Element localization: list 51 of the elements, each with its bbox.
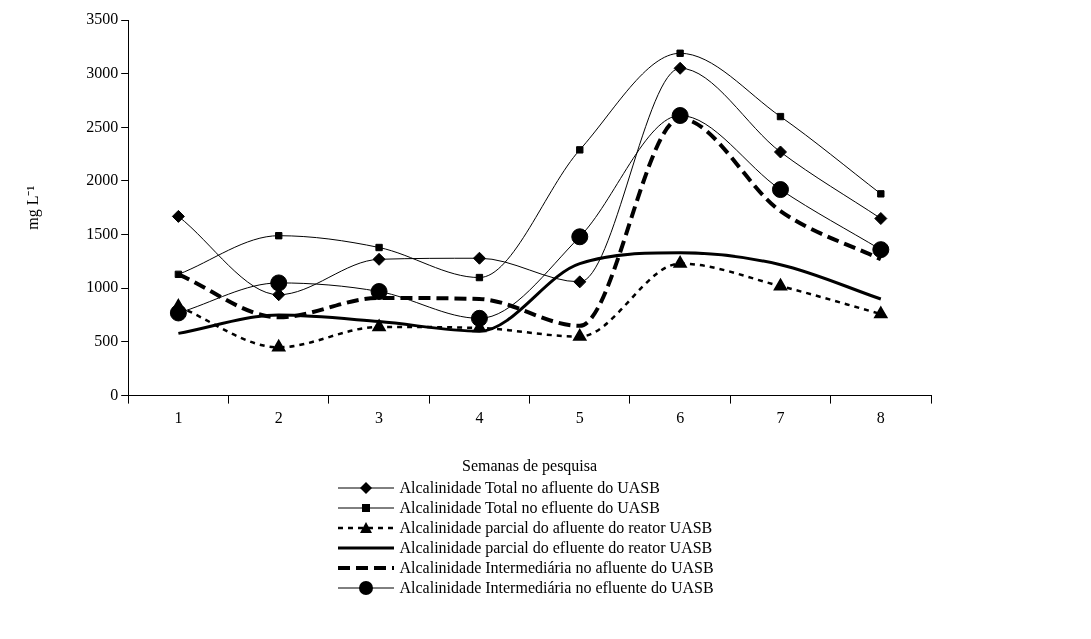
x-tick-label: 6	[676, 409, 685, 427]
point	[673, 61, 687, 75]
x-tick-label: 3	[375, 409, 384, 427]
point	[372, 252, 386, 266]
point	[676, 49, 684, 57]
x-tick-label: 7	[776, 409, 785, 427]
x-tick-label: 8	[876, 409, 885, 427]
x-tick-label: 1	[174, 409, 183, 427]
y-tick-label: 2500	[86, 117, 119, 135]
y-tick-label: 0	[110, 385, 119, 403]
point	[174, 270, 183, 279]
y-tick-label: 1500	[86, 224, 119, 242]
point	[774, 278, 787, 291]
point	[272, 288, 286, 302]
point	[372, 319, 386, 332]
point	[874, 306, 888, 319]
point	[776, 112, 785, 121]
y-tick-label: 1000	[86, 278, 119, 296]
x-tick-label: 4	[475, 409, 484, 427]
point	[275, 232, 283, 240]
point	[877, 190, 885, 198]
point	[773, 145, 787, 159]
point	[573, 329, 587, 341]
x-tick-label: 5	[575, 409, 584, 427]
point	[576, 146, 584, 154]
y-axis-title: mg L⁻¹	[23, 185, 42, 230]
point	[370, 283, 388, 301]
point	[270, 274, 288, 292]
point	[673, 256, 687, 268]
y-tick-label: 500	[94, 332, 119, 350]
point	[472, 251, 486, 265]
point	[272, 340, 286, 352]
point	[874, 212, 888, 226]
y-tick-label: 3500	[86, 10, 119, 28]
legend-label: Alcalinidade parcial do afluente do reator UASB	[399, 519, 713, 537]
point	[171, 209, 185, 223]
point	[475, 273, 484, 282]
legend-label: Alcalinidade Total no afluente do UASB	[399, 479, 660, 497]
x-axis-title: Semanas de pesquisa	[462, 456, 598, 475]
point	[771, 181, 789, 199]
y-tick-label: 3000	[86, 63, 119, 81]
legend-label: Alcalinidade Total no efluente do UASB	[399, 499, 660, 517]
point	[573, 275, 587, 289]
x-tick-label: 2	[274, 409, 283, 427]
legend-label: Alcalinidade Intermediária no afluente do UASB	[399, 559, 714, 577]
legend-label: Alcalinidade Intermediária no efluente do UASB	[399, 579, 714, 597]
legend-label: Alcalinidade parcial do efluente do reator UASB	[399, 539, 713, 557]
point	[872, 241, 890, 259]
point	[571, 228, 589, 246]
point	[375, 243, 383, 252]
y-tick-label: 2000	[86, 171, 119, 189]
